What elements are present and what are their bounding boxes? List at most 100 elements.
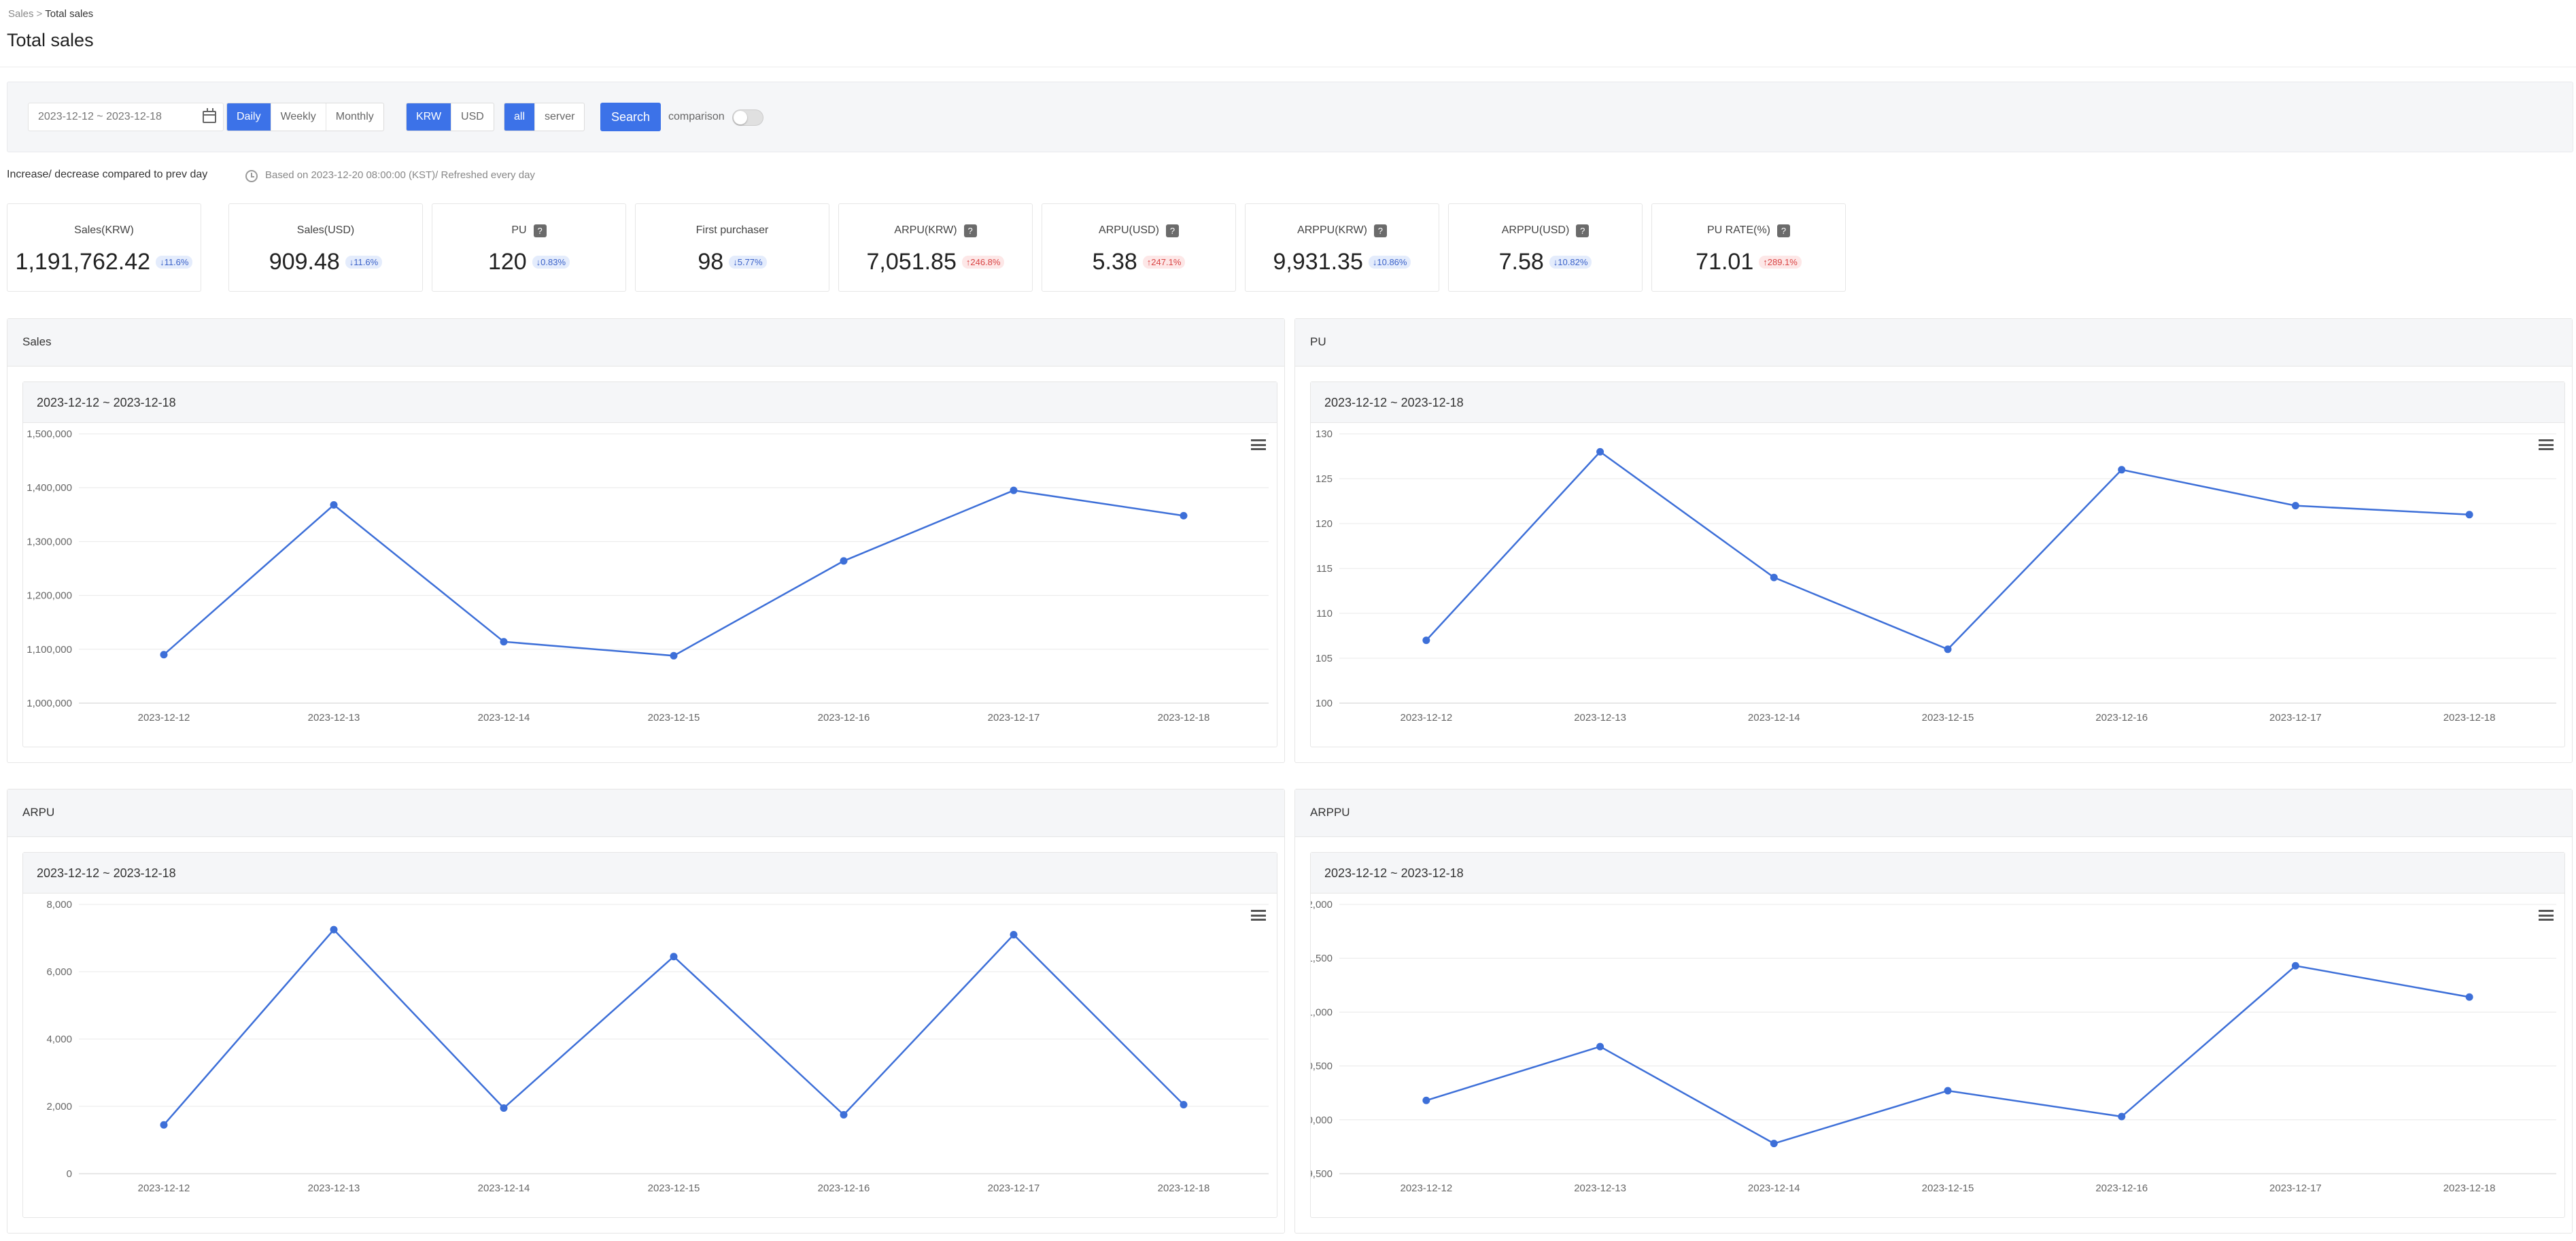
kpi-card: ARPPU(USD)? 7.58 ↓10.82% [1448, 203, 1643, 292]
x-tick-label: 2023-12-14 [1748, 1183, 1800, 1194]
help-icon[interactable]: ? [533, 224, 547, 237]
x-tick-label: 2023-12-12 [138, 1183, 190, 1194]
kpi-delta: 10.82% [1558, 257, 1588, 267]
kpi-delta: 247.1% [1151, 257, 1182, 267]
kpi-value: 120 [487, 249, 527, 275]
kpi-value: 9,931.35 [1273, 249, 1363, 275]
kpi-label: Sales(KRW) [7, 224, 201, 237]
y-tick-label: 11,500 [1311, 953, 1333, 964]
panel-title: ARPU [7, 789, 1284, 837]
chart-menu-icon[interactable] [2539, 439, 2554, 450]
panel-title: Sales [7, 319, 1284, 367]
breadcrumb-current: Total sales [45, 8, 94, 20]
currency-option-usd[interactable]: USD [461, 111, 484, 122]
y-tick-label: 1,100,000 [27, 644, 72, 656]
x-tick-label: 2023-12-18 [2443, 1183, 2496, 1194]
delta-arrow-icon: ↓ [349, 257, 354, 267]
chart-card: 2023-12-12 ~ 2023-12-18 0 2,000 4,000 6,000… [22, 852, 1277, 1218]
kpi-value: 1,191,762.42 [15, 249, 151, 275]
series-line [163, 489, 1184, 657]
arpu-chart: 0 2,000 4,000 6,000 8,000 2023-12-12 2023-12-1… [46, 899, 1269, 1194]
chart-menu-icon[interactable] [1251, 439, 1266, 450]
help-icon[interactable]: ? [1165, 224, 1179, 237]
y-tick-label: 1,400,000 [27, 482, 72, 494]
x-tick-label: 2023-12-18 [1158, 1183, 1210, 1194]
delta-arrow-icon: ↓ [1553, 257, 1558, 267]
x-tick-label: 2023-12-17 [2269, 1183, 2322, 1194]
kpi-label: ARPU(KRW)? [839, 224, 1032, 237]
chart-menu-icon[interactable] [2539, 910, 2554, 921]
x-tick-label: 2023-12-17 [2269, 712, 2322, 724]
y-tick-label: 8,000 [46, 899, 72, 911]
arppu-chart: 9,500 10,000 10,500 11,000 11,500 12,000 2023-… [1311, 899, 2556, 1194]
y-tick-label: 10,000 [1311, 1115, 1333, 1126]
help-icon[interactable]: ? [1777, 224, 1791, 237]
kpi-value: 909.48 [269, 249, 340, 275]
kpi-value: 98 [698, 249, 724, 275]
y-tick-label: 125 [1316, 473, 1333, 485]
sales-chart: 1,000,000 1,100,000 1,200,000 1,300,000 1,40… [27, 428, 1269, 724]
server-selector: all server [504, 103, 585, 131]
help-icon[interactable]: ? [1576, 224, 1590, 237]
kpi-value-row: 1,191,762.42 ↓11.6% [7, 249, 201, 275]
data-point [2465, 993, 2473, 1001]
breadcrumb-parent[interactable]: Sales [8, 8, 34, 20]
data-point [1422, 1096, 1430, 1104]
calendar-icon[interactable] [203, 108, 216, 123]
x-tick-label: 2023-12-14 [478, 1183, 530, 1194]
delta-arrow-icon: ↓ [1372, 257, 1377, 267]
data-point [2291, 502, 2299, 510]
x-tick-label: 2023-12-13 [1574, 1183, 1626, 1194]
x-tick-label: 2023-12-17 [988, 712, 1040, 724]
server-option-all[interactable]: all [504, 103, 536, 131]
delta-arrow-icon: ↑ [1763, 257, 1768, 267]
search-button[interactable]: Search [600, 103, 662, 131]
period-option-weekly[interactable]: Weekly [271, 103, 326, 131]
data-point [2291, 962, 2299, 970]
help-icon[interactable]: ? [963, 224, 977, 237]
kpi-label-text: PU [511, 224, 527, 236]
y-tick-label: 1,500,000 [27, 428, 72, 440]
kpi-delta: 11.6% [354, 257, 379, 267]
date-range-picker[interactable]: 2023-12-12 ~ 2023-12-18 [28, 103, 224, 131]
data-point [330, 501, 338, 509]
y-tick-label: 9,500 [1311, 1168, 1333, 1180]
data-point [160, 651, 168, 659]
series-line [1425, 450, 2470, 651]
y-tick-label: 12,000 [1311, 899, 1333, 911]
x-tick-label: 2023-12-12 [138, 712, 190, 724]
series-line [1426, 964, 2470, 1144]
x-tick-label: 2023-12-15 [648, 1183, 700, 1194]
server-option-server[interactable]: server [545, 111, 575, 122]
kpi-label-text: ARPPU(KRW) [1297, 224, 1367, 236]
data-point [1422, 636, 1430, 645]
y-tick-label: 115 [1316, 563, 1333, 575]
help-icon[interactable]: ? [1373, 224, 1387, 237]
breadcrumb-separator: > [36, 8, 43, 20]
x-tick-label: 2023-12-16 [818, 1183, 870, 1194]
data-point [670, 953, 678, 961]
currency-option-krw[interactable]: KRW [407, 103, 452, 131]
chart-date-range: 2023-12-12 ~ 2023-12-18 [1311, 853, 2564, 894]
chart-card: 2023-12-12 ~ 2023-12-18 1,000,000 1,100,0… [22, 381, 1277, 747]
chart-menu-icon[interactable] [1251, 910, 1266, 921]
chart-date-range: 2023-12-12 ~ 2023-12-18 [23, 853, 1277, 894]
kpi-value-row: 7,051.85 ↑246.8% [839, 249, 1032, 275]
kpi-delta: 289.1% [1767, 257, 1798, 267]
kpi-label-text: ARPPU(USD) [1501, 224, 1570, 236]
y-tick-label: 1,300,000 [27, 536, 72, 547]
kpi-card: PU? 120 ↓0.83% [432, 203, 626, 292]
kpi-delta-badge: ↓5.77% [729, 256, 767, 269]
kpi-delta: 0.83% [540, 257, 566, 267]
kpi-label-text: Sales(USD) [296, 224, 355, 236]
period-option-daily[interactable]: Daily [227, 103, 271, 131]
period-option-monthly[interactable]: Monthly [335, 111, 374, 122]
kpi-label-text: Sales(KRW) [74, 224, 134, 236]
y-tick-label: 110 [1316, 608, 1333, 619]
data-point [330, 925, 338, 934]
comparison-toggle[interactable] [732, 109, 763, 126]
chart-card: 2023-12-12 ~ 2023-12-18 9,500 10,000 10,50… [1310, 852, 2565, 1218]
data-point [1596, 1042, 1604, 1051]
x-tick-label: 2023-12-13 [308, 1183, 360, 1194]
x-tick-label: 2023-12-12 [1400, 1183, 1452, 1194]
